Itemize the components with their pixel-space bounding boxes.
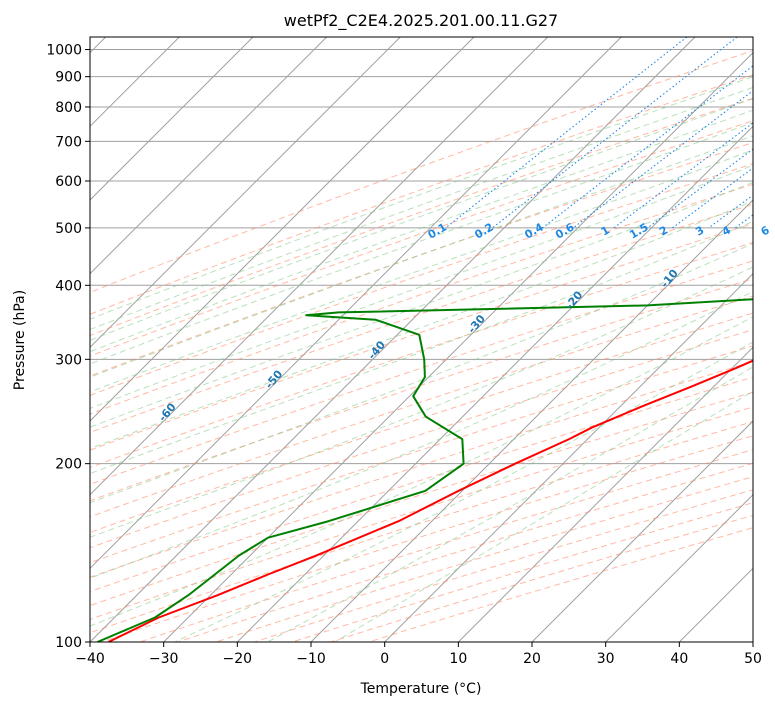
x-tick-label: −10 [296, 651, 326, 667]
dewpoint-profile [97, 298, 753, 642]
isotherm-line [310, 199, 753, 642]
isotherm-line [457, 346, 753, 642]
isotherm-line [90, 37, 328, 275]
moist-adiabat [90, 86, 753, 331]
y-axis-label: Pressure (hPa) [12, 290, 28, 390]
y-tick-label: 100 [55, 635, 82, 651]
mixing-ratio-line [492, 37, 738, 229]
x-tick-label: 20 [523, 651, 541, 667]
x-tick-label: 30 [597, 651, 615, 667]
mixing-ratio-line [542, 65, 753, 229]
y-tick-label: 400 [55, 278, 82, 294]
x-axis-label: Temperature (°C) [360, 681, 482, 697]
moist-adiabat [90, 200, 753, 450]
moist-adiabat [90, 290, 753, 579]
dry-adiabat [90, 278, 753, 502]
dry-adiabat [90, 120, 753, 357]
y-tick-label: 700 [55, 134, 82, 150]
isotherm-line [236, 125, 753, 642]
dry-adiabat [90, 329, 753, 549]
moist-adiabat [90, 266, 753, 538]
dry-adiabat [90, 163, 753, 396]
x-tick-label: −20 [223, 651, 253, 667]
plot-frame [89, 36, 754, 643]
moist-adiabat [90, 181, 753, 428]
dry-adiabat [90, 97, 753, 337]
isotherm-line [90, 37, 475, 422]
isotherm-line [163, 51, 753, 642]
x-tick-label: 40 [670, 651, 688, 667]
y-tick-label: 1000 [46, 43, 82, 59]
dry-adiabat [90, 74, 753, 315]
isotherm-line [531, 420, 753, 642]
background-lines [90, 37, 753, 642]
dry-adiabat [90, 260, 753, 485]
y-tick-label: 300 [55, 352, 82, 368]
isotherm-line [90, 37, 696, 642]
x-tick-label: −40 [75, 651, 105, 667]
isotherm-line [384, 272, 753, 642]
mixing-ratio-line [572, 90, 753, 229]
isotherm-line [90, 37, 401, 349]
moist-adiabat [90, 164, 753, 409]
x-tick-label: 10 [449, 651, 467, 667]
dry-adiabat [90, 361, 753, 578]
x-tick-label: 50 [744, 651, 762, 667]
temperature-profile [107, 359, 753, 642]
mixing-ratio-line [672, 167, 753, 229]
isotherm-line [90, 37, 549, 496]
isotherm-line [90, 37, 254, 201]
y-tick-label: 200 [55, 457, 82, 473]
isotherm-line [90, 37, 622, 570]
isotherm-line [605, 493, 753, 642]
x-tick-label: 0 [380, 651, 389, 667]
dry-adiabat [90, 50, 753, 293]
axes: −40 −30 −20 −10 0 10 20 30 40 50 100 200 300 400 500 60… [46, 43, 762, 667]
moist-adiabat [90, 149, 753, 393]
dry-adiabat [90, 312, 753, 533]
dry-adiabat [90, 223, 753, 451]
dry-adiabat [90, 142, 753, 377]
chart-title: wetPf2_C2E4.2025.201.00.11.G27 [284, 11, 558, 31]
moist-adiabat [90, 122, 753, 365]
plot-background [90, 37, 753, 642]
y-tick-label: 800 [55, 100, 82, 116]
moist-adiabat [90, 98, 753, 341]
moist-adiabat [90, 109, 753, 353]
dry-adiabat [90, 391, 753, 607]
profile-series [97, 298, 753, 642]
y-tick-label: 500 [55, 221, 82, 237]
x-tick-label: −30 [149, 651, 179, 667]
y-tick-label: 900 [55, 70, 82, 86]
y-tick-label: 600 [55, 174, 82, 190]
moist-adiabat [90, 242, 753, 504]
moist-adiabat [267, 366, 753, 642]
